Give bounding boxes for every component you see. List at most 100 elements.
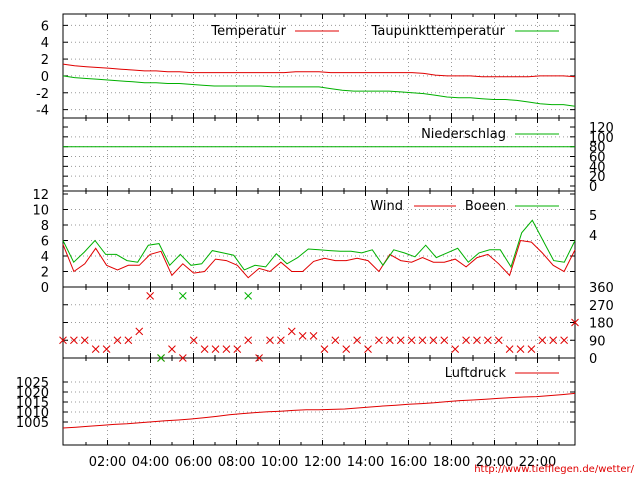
series-line-1 [62,75,576,107]
direction-point [396,336,405,345]
direction-point [102,345,111,353]
source-credit: http://www.tiefflegen.de/wetter/ [474,464,634,475]
y-tick-label: 12 [32,188,49,203]
y-tick-label: 4 [41,250,49,265]
x-tick-label: 14:00 [347,455,384,470]
direction-point [560,336,568,345]
legend-label: Taupunkttemperatur [371,24,506,39]
direction-point [364,345,372,353]
direction-point [451,345,460,353]
y-tick-label: 0 [41,281,49,296]
direction-point [287,327,296,336]
y-tick-label: 6 [41,19,49,34]
y-tick-label-right: 20 [589,170,606,185]
direction-point [178,292,187,300]
direction-point [331,336,340,345]
y-tick-label: 1005 [16,416,49,431]
direction-point [309,332,318,340]
y-tick-label-right: 180 [589,317,614,332]
x-tick-label: 02:00 [89,455,126,470]
direction-point [538,336,547,345]
direction-point [113,336,122,345]
x-tick-label: 16:00 [390,455,427,470]
direction-point [277,336,285,345]
direction-point [505,345,514,353]
x-tick-label: 06:00 [175,455,212,470]
direction-point [494,336,503,345]
x-tick-label: 08:00 [218,455,255,470]
direction-point [70,336,78,345]
y-tick-label-right: 4 [589,229,597,244]
direction-point [178,354,187,362]
direction-point [375,336,383,345]
direction-point [59,336,67,345]
x-tick-label: 20:00 [476,455,513,470]
legend-label: Niederschlag [421,127,506,142]
direction-point [157,354,165,362]
legend-label: Boeen [465,199,506,214]
y-tick-label-right: 100 [589,131,614,146]
direction-point [342,345,351,353]
direction-point [320,345,329,353]
direction-point [462,336,470,345]
y-tick-label-right: 0 [589,352,597,367]
x-tick-label: 12:00 [304,455,341,470]
direction-point [222,345,231,353]
direction-point [211,345,220,353]
y-tick-label: 1020 [16,386,49,401]
direction-point [266,336,274,345]
series-line-0 [62,239,576,279]
y-tick-label-right: 0 [589,180,597,195]
direction-point [168,345,176,353]
x-tick-label: 22:00 [519,455,556,470]
direction-point [146,292,155,300]
y-tick-label: 8 [41,219,49,234]
direction-point [91,345,100,353]
y-tick-label-right: 80 [589,141,606,156]
y-tick-label: 1025 [16,376,49,391]
y-tick-label-right: 270 [589,299,614,314]
x-tick-label: 04:00 [132,455,169,470]
direction-point [429,336,438,345]
y-tick-label-right: 60 [589,151,606,166]
direction-point [483,336,492,345]
y-tick-label: 10 [32,204,49,219]
x-tick-label: 18:00 [433,455,470,470]
y-tick-label-right: 360 [589,281,614,296]
direction-point [571,318,579,327]
direction-point [80,336,89,345]
y-tick-label-right: 40 [589,160,606,175]
direction-point [549,336,558,345]
direction-point [189,336,198,345]
direction-point [353,336,361,345]
direction-point [135,327,144,336]
legend-label: Wind [370,199,403,214]
y-tick-label: 2 [41,266,49,281]
y-tick-label: 2 [41,53,49,68]
direction-point [527,345,536,353]
series-line-1 [62,219,576,271]
direction-point [200,345,209,353]
direction-point [233,345,242,353]
series-line-0 [62,392,576,429]
direction-point [418,336,427,345]
x-tick-label: 10:00 [261,455,298,470]
series-line-0 [62,63,576,78]
legend-label: Luftdruck [445,366,507,381]
y-tick-label: 0 [41,70,49,85]
y-tick-label-right: 90 [589,334,606,349]
direction-point [244,292,253,300]
y-tick-label-right: 120 [589,121,614,136]
direction-point [255,354,263,362]
y-tick-label: 4 [41,36,49,51]
y-tick-label: -2 [36,87,49,102]
direction-point [516,345,525,353]
legend-label: Temperatur [210,24,286,39]
direction-point [244,336,253,345]
y-tick-label: 6 [41,235,49,250]
y-tick-label: 1010 [16,406,49,421]
direction-point [473,336,481,345]
direction-point [298,332,307,340]
